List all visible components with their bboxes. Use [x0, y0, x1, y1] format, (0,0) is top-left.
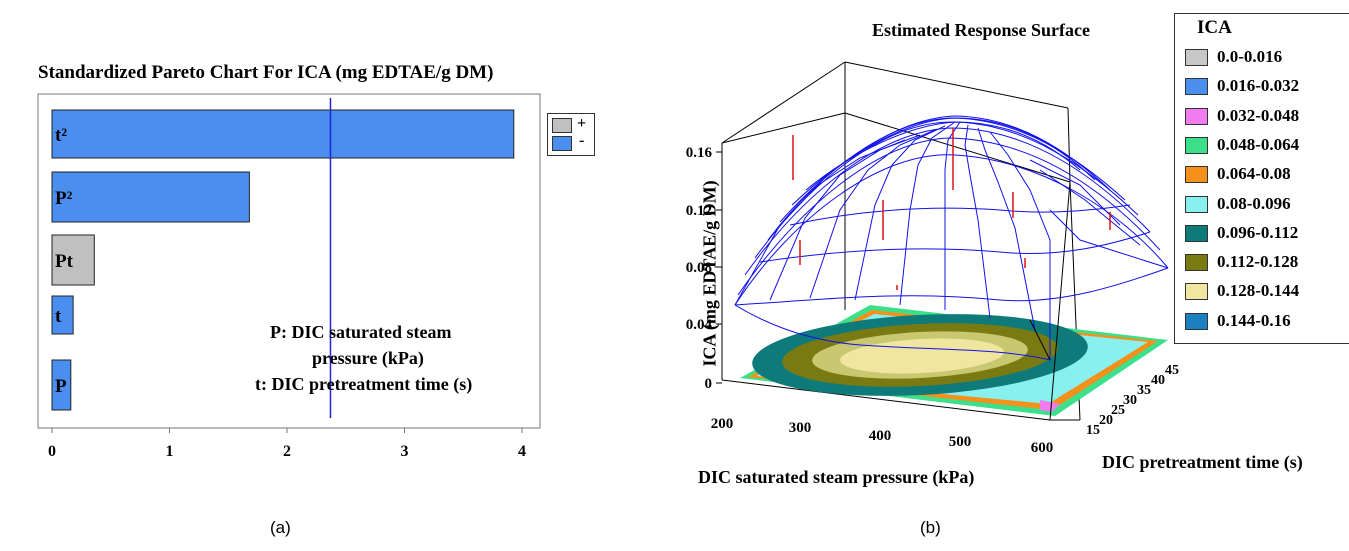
- surface-ztick-label: 0: [705, 376, 713, 392]
- response-surface-chart: 0 0.04 0.08 0.12 0.16 200 300 400 500 600 152025…: [686, 61, 1179, 456]
- surface-xtick-label: 500: [949, 434, 972, 450]
- surface-ztick-label: 0.12: [686, 203, 712, 219]
- surface-legend-label: 0.048-0.064: [1217, 134, 1300, 154]
- surface-legend-title: ICA: [1197, 17, 1232, 38]
- surface-xtick-label: 300: [789, 420, 812, 436]
- surface-legend-swatch: [1185, 78, 1208, 96]
- legend-label-positive: +: [577, 115, 587, 132]
- surface-box-front: [721, 62, 1071, 421]
- legend-swatch-negative: [552, 136, 572, 151]
- surface-legend-label: 0.144-0.16: [1217, 310, 1291, 330]
- surface-legend-swatch: [1185, 136, 1208, 154]
- surface-ylabel: DIC pretreatment time (s): [1102, 452, 1303, 472]
- surface-legend-swatch: [1185, 107, 1208, 125]
- pareto-bar-label: P: [55, 376, 67, 397]
- surface-xtick-label: 200: [711, 416, 734, 432]
- pareto-xtick-label: 4: [518, 443, 526, 460]
- pareto-bar: [51, 171, 250, 223]
- pareto-bar-label: t: [55, 306, 62, 327]
- surface-xtick-label: 400: [869, 428, 892, 444]
- legend-swatch-positive: [552, 118, 572, 133]
- surface-ytick-label: 35: [1137, 383, 1151, 398]
- observation-markers: [792, 128, 1111, 290]
- pareto-annotation-line3: t: DIC pretreatment time (s): [255, 374, 473, 394]
- caption-a: (a): [270, 518, 291, 537]
- surface-legend: ICA 0.0-0.016 0.016-0.032 0.032-0.048 0.048…: [1174, 13, 1349, 344]
- surface-legend-label: 0.096-0.112: [1217, 222, 1299, 242]
- pareto-bar-label: Pt: [55, 251, 74, 272]
- surface-ytick-label: 20: [1099, 413, 1113, 428]
- surface-xtick-label: 600: [1031, 440, 1054, 456]
- pareto-chart: t² P² Pt t P 0 1 2 3 4: [37, 93, 541, 460]
- caption-b: (b): [920, 518, 941, 537]
- surface-legend-swatch: [1185, 195, 1208, 213]
- pareto-legend: + -: [547, 113, 595, 156]
- surface-ztick-label: 0.04: [686, 317, 713, 333]
- surface-title: Estimated Response Surface: [872, 20, 1090, 40]
- pareto-bar: [51, 109, 515, 159]
- surface-mesh: [734, 115, 1169, 361]
- surface-legend-label: 0.064-0.08: [1217, 164, 1291, 184]
- surface-legend-label: 0.016-0.032: [1217, 76, 1300, 96]
- surface-ztick-label: 0.08: [686, 260, 712, 276]
- pareto-xtick-label: 2: [283, 443, 291, 460]
- pareto-bar: [51, 234, 95, 286]
- pareto-xtick-label: 1: [166, 443, 174, 460]
- surface-ytick-label: 15: [1086, 423, 1100, 438]
- surface-ytick-label: 40: [1151, 373, 1165, 388]
- pareto-bar: [51, 359, 72, 411]
- surface-ytick-label: 25: [1111, 403, 1125, 418]
- surface-legend-label: 0.032-0.048: [1217, 105, 1300, 125]
- surface-legend-label: 0.0-0.016: [1217, 47, 1283, 66]
- surface-legend-swatch: [1185, 254, 1208, 272]
- pareto-bar: [51, 295, 74, 335]
- surface-xlabel: DIC saturated steam pressure (kPa): [698, 467, 975, 487]
- surface-legend-swatch: [1185, 49, 1208, 66]
- surface-legend-swatch: [1185, 166, 1208, 184]
- surface-ztick-label: 0.16: [686, 145, 713, 161]
- pareto-bar-label: t²: [55, 125, 67, 146]
- pareto-title: Standardized Pareto Chart For ICA (mg ED…: [38, 62, 494, 83]
- legend-label-negative: -: [579, 132, 585, 149]
- pareto-annotation-line1: P: DIC saturated steam: [270, 322, 452, 342]
- pareto-bar-label: P²: [55, 188, 73, 209]
- surface-zlabel: ICA (mg EDTAE/g DM): [699, 180, 720, 367]
- surface-legend-swatch: [1185, 224, 1208, 242]
- surface-legend-label: 0.112-0.128: [1217, 252, 1299, 272]
- pareto-xtick-label: 0: [48, 443, 56, 460]
- surface-legend-swatch: [1185, 312, 1208, 330]
- contour-floor: [740, 305, 1168, 416]
- surface-ytick-label: 45: [1165, 363, 1179, 378]
- surface-ytick-label: 30: [1123, 393, 1137, 408]
- surface-legend-label: 0.128-0.144: [1217, 281, 1300, 301]
- pareto-annotation-line2: pressure (kPa): [312, 348, 424, 368]
- surface-legend-swatch: [1185, 283, 1208, 301]
- pareto-xtick-label: 3: [401, 443, 409, 460]
- surface-legend-label: 0.08-0.096: [1217, 193, 1291, 213]
